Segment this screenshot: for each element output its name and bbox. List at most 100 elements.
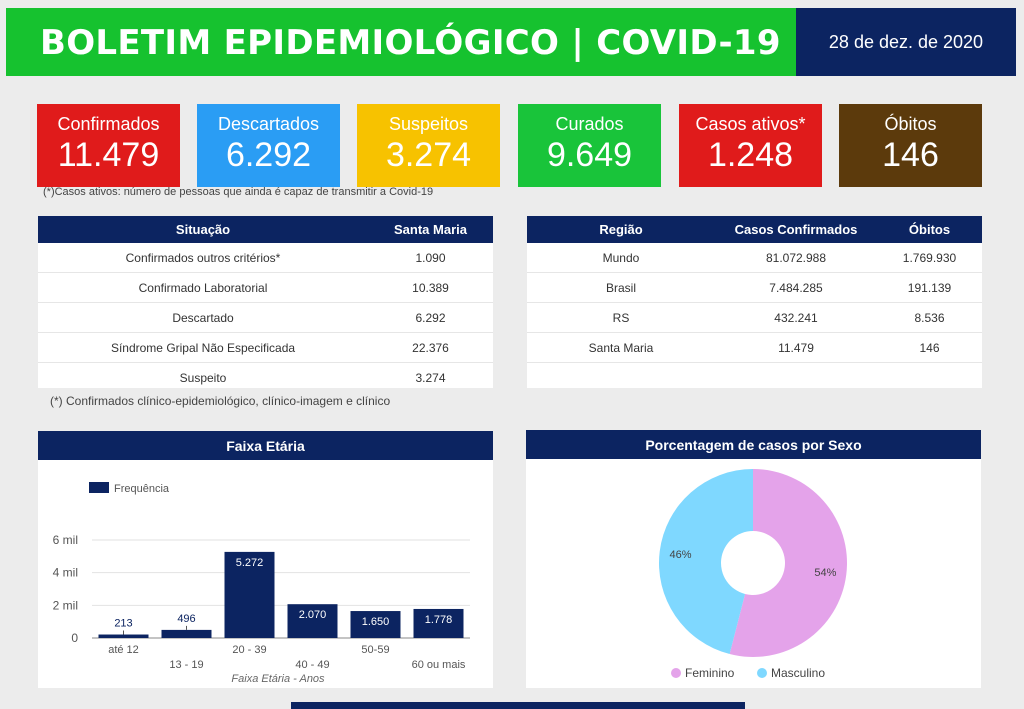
report-date: 28 de dez. de 2020: [828, 31, 984, 52]
table-cell: Brasil: [605, 280, 636, 295]
table-row: Confirmado Laboratorial 10.389: [38, 273, 493, 303]
y-tick-label: 6 mil: [53, 533, 78, 547]
column-header-obitos: Óbitos: [908, 222, 951, 237]
y-tick-label: 0: [71, 631, 78, 645]
column-header-regiao: Região: [599, 222, 643, 237]
legend-label: Feminino: [685, 666, 735, 680]
age-bar-chart: Frequência 0 2 mil 4 mil 6 mil 213 até 12 496 13…: [53, 482, 470, 685]
x-tick-label: 50-59: [361, 644, 389, 656]
kpi-obitos: Óbitos 146: [839, 104, 982, 187]
age-chart-title: Faixa Etária: [38, 431, 493, 460]
kpi-suspeitos: Suspeitos 3.274: [357, 104, 500, 187]
bar: [98, 634, 149, 638]
table-row: Suspeito 3.274: [38, 363, 493, 393]
table-cell: 10.389: [412, 280, 449, 295]
sex-chart-panel: Porcentagem de casos por Sexo 54% 46% Femi…: [526, 430, 981, 688]
table-cell: 11.479: [778, 340, 814, 355]
region-table: Região Casos Confirmados Óbitos Mundo 81…: [527, 216, 982, 388]
table-cell: 22.376: [412, 340, 449, 355]
bar: [413, 608, 464, 638]
legend-dot: [671, 668, 681, 678]
table-row: Brasil 7.484.285 191.139: [527, 273, 982, 303]
bar-value-label: 5.272: [236, 557, 264, 569]
pie-slice: [729, 469, 848, 657]
table-cell: 432.241: [774, 310, 818, 325]
kpi-value: 11.479: [57, 136, 160, 174]
table-row: Santa Maria 11.479 146: [527, 333, 982, 363]
table-cell: 81.072.988: [765, 250, 827, 265]
table-cell: 146: [919, 340, 940, 355]
bar-value-label: 2.070: [299, 609, 327, 621]
y-tick-label: 2 mil: [53, 598, 78, 612]
table-cell: Descartado: [172, 310, 234, 325]
legend-swatch: [89, 482, 109, 493]
table-cell: Confirmados outros critérios*: [125, 250, 281, 265]
situation-table-note: (*) Confirmados clínico-epidemiológico, …: [50, 394, 391, 408]
table-header: Região Casos Confirmados Óbitos: [527, 216, 982, 243]
bar-value-label: 213: [114, 618, 132, 630]
kpi-curados: Curados 9.649: [518, 104, 661, 187]
bar-value-label: 1.650: [362, 616, 390, 628]
kpi-label: Confirmados: [57, 114, 160, 134]
kpi-label: Casos ativos*: [695, 114, 806, 134]
column-header-casos: Casos Confirmados: [734, 222, 858, 237]
active-cases-note: (*)Casos ativos: número de pessoas que a…: [43, 186, 434, 198]
table-cell: 6.292: [415, 310, 446, 325]
table-cell: Santa Maria: [588, 340, 654, 355]
bar-value-label: 496: [177, 613, 195, 625]
bar: [350, 611, 401, 638]
x-tick-label: 40 - 49: [295, 659, 329, 671]
table-cell: Mundo: [602, 250, 640, 265]
table-cell: 1.769.930: [902, 250, 957, 265]
date-box: 28 de dez. de 2020: [796, 8, 1016, 76]
table-cell: RS: [612, 310, 630, 325]
pie-slice: [659, 469, 753, 655]
kpi-label: Suspeitos: [388, 114, 469, 134]
kpi-descartados: Descartados 6.292: [197, 104, 340, 187]
legend-label: Frequência: [114, 483, 170, 495]
table-row: Síndrome Gripal Não Especificada 22.376: [38, 333, 493, 363]
x-tick-label: 13 - 19: [169, 659, 203, 671]
table-row: RS 432.241 8.536: [527, 303, 982, 333]
table-cell: 191.139: [907, 280, 952, 295]
column-header-situacao: Situação: [175, 222, 231, 237]
table-cell: 8.536: [914, 310, 945, 325]
table-cell: Suspeito: [179, 371, 227, 385]
sex-chart-title: Porcentagem de casos por Sexo: [526, 430, 981, 459]
kpi-label: Óbitos: [884, 114, 937, 134]
table-row: Confirmados outros critérios* 1.090: [38, 243, 493, 273]
kpi-value: 9.649: [546, 136, 633, 174]
x-tick-label: 60 ou mais: [412, 659, 466, 671]
bottom-bar: [291, 702, 745, 709]
kpi-value: 146: [882, 136, 939, 174]
y-tick-label: 4 mil: [53, 566, 78, 580]
kpi-value: 1.248: [707, 136, 794, 174]
kpi-value: 6.292: [225, 136, 312, 174]
table-row: Descartado 6.292: [38, 303, 493, 333]
sex-pie-chart: 54% 46% Feminino Masculino: [659, 469, 848, 680]
slice-value-label: 46%: [670, 549, 692, 561]
table-cell: 3.274: [415, 371, 446, 385]
age-chart-panel: Faixa Etária Frequência 0 2 mil 4 mil 6 mil 2…: [38, 431, 493, 688]
table-cell: 1.090: [415, 250, 446, 265]
kpi-label: Descartados: [217, 114, 320, 134]
legend-label: Masculino: [771, 666, 825, 680]
header-banner: BOLETIM EPIDEMIOLÓGICO | COVID-19 28 de …: [6, 8, 1016, 76]
table-cell: Síndrome Gripal Não Especificada: [110, 340, 296, 355]
bar: [161, 629, 212, 638]
table-row: Mundo 81.072.988 1.769.930: [527, 243, 982, 273]
kpi-value: 3.274: [385, 136, 472, 174]
page-title: BOLETIM EPIDEMIOLÓGICO | COVID-19: [40, 23, 781, 63]
column-header-santa-maria: Santa Maria: [394, 222, 467, 237]
x-tick-label: 20 - 39: [232, 644, 266, 656]
bar-value-label: 1.778: [425, 614, 453, 626]
kpi-label: Curados: [555, 114, 624, 134]
kpi-casos-ativos: Casos ativos* 1.248: [679, 104, 822, 187]
table-cell: Confirmado Laboratorial: [138, 280, 268, 295]
situation-table: Situação Santa Maria Confirmados outros …: [38, 216, 493, 388]
slice-value-label: 54%: [814, 567, 836, 579]
bar: [224, 551, 275, 638]
bar: [287, 604, 338, 638]
legend-dot: [757, 668, 767, 678]
x-tick-label: até 12: [108, 644, 139, 656]
